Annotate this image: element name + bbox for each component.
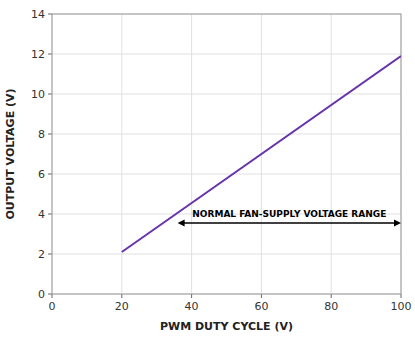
annotations: NORMAL FAN-SUPPLY VOLTAGE RANGE xyxy=(178,209,401,227)
x-tick xyxy=(401,294,402,298)
y-tick xyxy=(48,14,52,15)
x-grid-line xyxy=(331,14,332,294)
y-tick xyxy=(48,294,52,295)
x-tick-label: 20 xyxy=(115,300,129,313)
y-tick xyxy=(48,254,52,255)
axes: 0 20 40 60 80 100 0 2 4 6 8 10 12 14 xyxy=(31,8,412,313)
arrow-head-start xyxy=(178,220,185,227)
y-tick-label: 14 xyxy=(31,8,45,21)
y-grid-line xyxy=(52,254,401,255)
annotation-arrow xyxy=(182,222,397,224)
y-grid-line xyxy=(52,174,401,175)
y-tick-label: 4 xyxy=(38,208,45,221)
y-tick-label: 2 xyxy=(38,248,45,261)
y-tick-label: 8 xyxy=(38,128,45,141)
grid xyxy=(52,14,401,294)
y-tick xyxy=(48,214,52,215)
y-tick xyxy=(48,134,52,135)
y-tick-label: 12 xyxy=(31,48,45,61)
x-axis-label: PWM DUTY CYCLE (V) xyxy=(160,320,293,333)
chart-container: 0 20 40 60 80 100 0 2 4 6 8 10 12 14 PWM DUTY CYCLE (V… xyxy=(0,0,415,338)
x-tick xyxy=(331,294,332,298)
y-tick-label: 10 xyxy=(31,88,45,101)
x-tick xyxy=(52,294,53,298)
data-layer xyxy=(122,56,401,252)
x-tick-label: 80 xyxy=(324,300,338,313)
y-axis-label: OUTPUT VOLTAGE (V) xyxy=(4,88,17,219)
x-grid-line xyxy=(191,14,192,294)
y-tick-label: 6 xyxy=(38,168,45,181)
x-tick xyxy=(191,294,192,298)
y-grid-line xyxy=(52,134,401,135)
x-tick xyxy=(121,294,122,298)
x-tick-label: 0 xyxy=(49,300,56,313)
arrow-head-end xyxy=(394,220,401,227)
y-tick xyxy=(48,174,52,175)
x-tick-label: 40 xyxy=(185,300,199,313)
chart: 0 20 40 60 80 100 0 2 4 6 8 10 12 14 PWM DUTY CYCLE (V… xyxy=(0,0,415,338)
y-tick-label: 0 xyxy=(38,288,45,301)
line xyxy=(122,56,401,252)
y-grid-line xyxy=(52,54,401,55)
x-tick-label: 100 xyxy=(391,300,412,313)
annotation-text: NORMAL FAN-SUPPLY VOLTAGE RANGE xyxy=(192,209,386,219)
x-tick-label: 60 xyxy=(254,300,268,313)
y-tick xyxy=(48,94,52,95)
y-tick xyxy=(48,54,52,55)
plot-background xyxy=(52,14,401,294)
plot-frame xyxy=(52,14,401,294)
x-tick xyxy=(261,294,262,298)
